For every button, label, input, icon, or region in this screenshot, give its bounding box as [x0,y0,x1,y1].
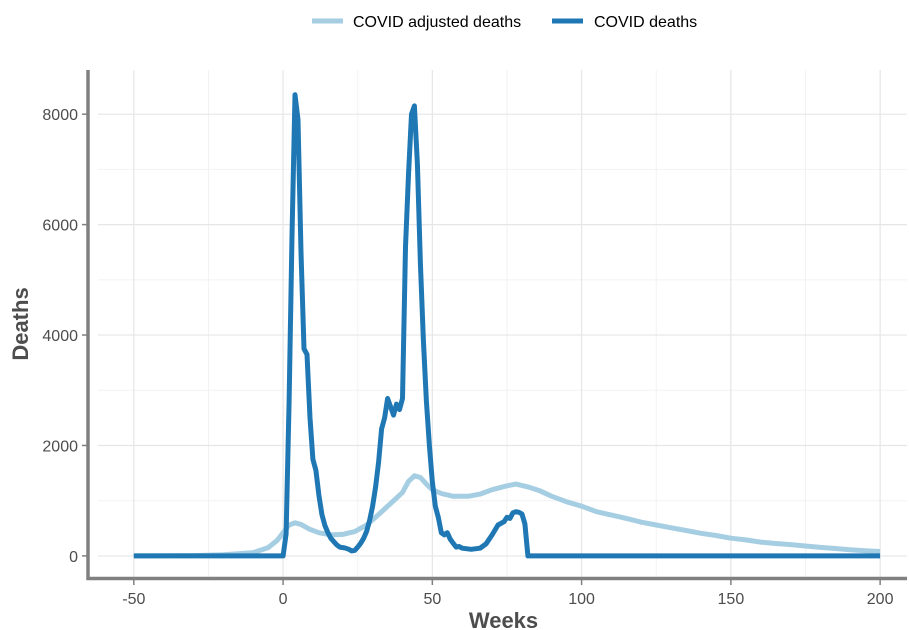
grid [98,70,907,578]
x-tick-label: 0 [279,591,288,608]
x-tick-label: -50 [122,591,145,608]
legend-label-covid-adjusted-deaths: COVID adjusted deaths [353,14,521,31]
series-line-covid-adjusted-deaths [133,473,881,559]
y-tick-label: 2000 [42,438,78,455]
x-axis-ticks: -50 0 50 100 150 200 [122,580,894,608]
legend-label-covid-deaths: COVID deaths [594,14,697,31]
series-line-covid-deaths [133,92,881,559]
y-tick-label: 4000 [42,328,78,345]
y-tick-label: 6000 [42,218,78,235]
x-tick-label: 150 [718,591,745,608]
y-axis-ticks: 0 2000 4000 6000 8000 [42,107,87,566]
y-axis-title: Deaths [8,287,33,360]
x-tick-label: 200 [867,591,894,608]
series-lines [133,92,881,559]
y-tick-label: 0 [69,549,78,566]
x-axis-title: Weeks [469,608,538,630]
axes [86,70,907,581]
x-tick-label: 100 [568,591,595,608]
legend: COVID adjusted deaths COVID deaths [312,14,697,31]
x-tick-label: 50 [423,591,441,608]
y-tick-label: 8000 [42,107,78,124]
